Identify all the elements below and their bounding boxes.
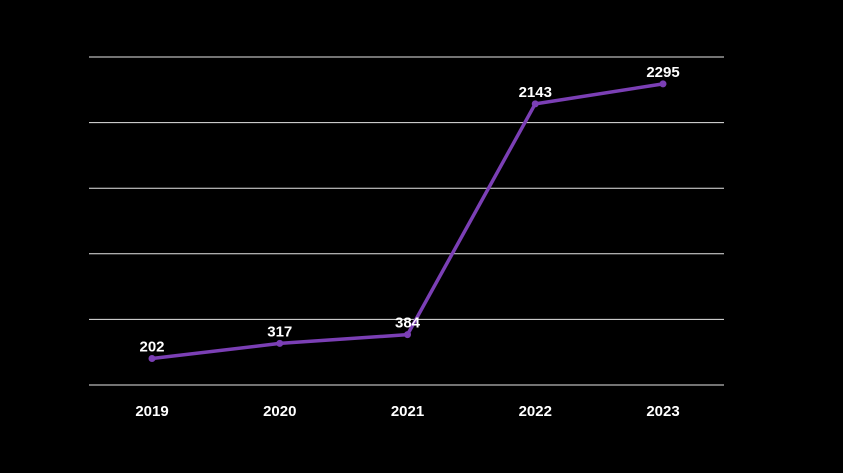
x-axis-tick-labels: 2019 2020 2021 2022 2023 <box>135 403 679 420</box>
data-points-layer <box>148 80 667 362</box>
data-label-2021: 384 <box>395 315 421 332</box>
data-labels-layer: 202 317 384 2143 2295 <box>139 64 679 356</box>
x-tick-label-2023: 2023 <box>646 403 679 420</box>
x-tick-label-2020: 2020 <box>263 403 296 420</box>
grid-layer <box>89 56 724 386</box>
x-tick-label-2021: 2021 <box>391 403 424 420</box>
data-point-2019 <box>148 354 156 362</box>
data-point-2023 <box>659 80 667 88</box>
x-tick-label-2022: 2022 <box>519 403 552 420</box>
data-point-2021 <box>404 331 411 339</box>
data-label-2019: 202 <box>139 338 164 355</box>
data-label-2023: 2295 <box>646 64 679 81</box>
data-point-2022 <box>531 100 539 108</box>
x-tick-label-2019: 2019 <box>135 403 168 420</box>
data-point-2020 <box>276 339 284 347</box>
data-label-2022: 2143 <box>519 84 552 101</box>
data-label-2020: 317 <box>267 323 292 340</box>
